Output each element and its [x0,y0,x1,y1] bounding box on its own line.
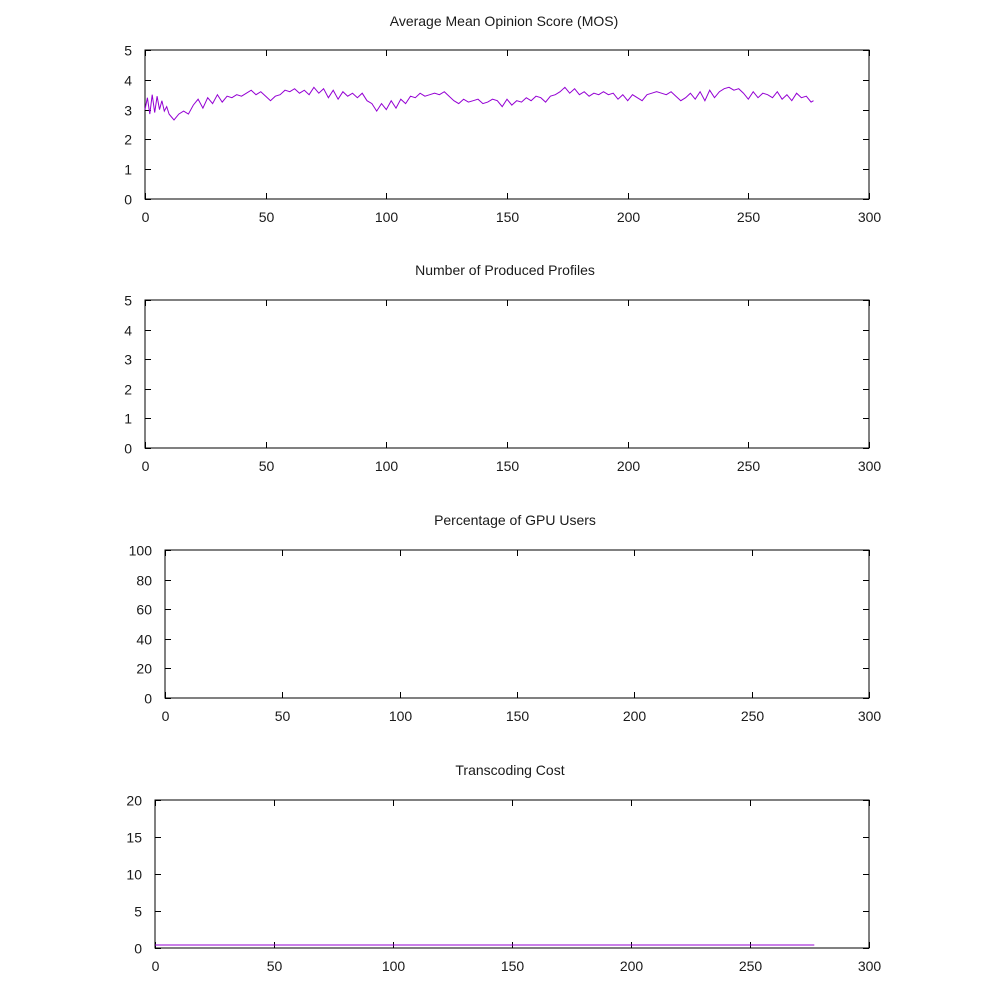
x-tick-label: 250 [739,958,763,974]
x-tick-label: 100 [389,708,413,724]
y-tick-label: 5 [124,43,132,59]
x-tick-label: 0 [162,708,170,724]
x-tick-label: 300 [858,958,882,974]
y-tick-label: 15 [126,830,142,846]
x-tick-label: 100 [382,958,406,974]
y-tick-label: 3 [124,352,132,368]
x-tick-label: 300 [858,458,882,474]
x-tick-label: 250 [737,458,761,474]
plot-frame [144,299,870,449]
x-tick-label: 200 [617,458,641,474]
y-tick-label: 60 [136,602,152,618]
x-tick-label: 100 [375,458,399,474]
panel-mos: Average Mean Opinion Score (MOS) 0 50 100 1… [124,13,881,225]
x-tick-label: 100 [375,209,399,225]
y-tick-label: 5 [134,904,142,920]
x-tick-label: 50 [267,958,283,974]
chart-title: Transcoding Cost [455,762,564,778]
y-tick-label: 0 [124,192,132,208]
y-tick-label: 20 [136,661,152,677]
x-tick-label: 150 [506,708,530,724]
x-tick-label: 300 [858,209,882,225]
x-tick-label: 150 [496,458,520,474]
x-tick-label: 150 [496,209,520,225]
x-tick-label: 200 [620,958,644,974]
plot-frame [144,49,870,200]
panel-produced-profiles: Number of Produced Profiles 0 50 100 150 200… [124,262,881,474]
y-tick-label: 1 [124,411,132,427]
x-tick-label: 250 [737,209,761,225]
x-tick-label: 0 [142,209,150,225]
x-tick-label: 200 [623,708,647,724]
x-tick-label: 50 [259,458,275,474]
x-tick-label: 300 [858,708,882,724]
y-tick-label: 20 [126,793,142,809]
y-tick-label: 10 [126,867,142,883]
y-tick-label: 5 [124,293,132,309]
chart-title: Number of Produced Profiles [415,262,595,278]
panel-gpu-users: Percentage of GPU Users 0 50 100 150 200 250 3… [129,512,882,724]
x-tick-label: 200 [617,209,641,225]
x-tick-label: 50 [259,209,275,225]
y-tick-label: 0 [124,441,132,457]
y-tick-label: 0 [134,941,142,957]
chart-title: Average Mean Opinion Score (MOS) [390,13,619,29]
y-tick-label: 2 [124,132,132,148]
y-tick-label: 1 [124,162,132,178]
series-line [144,86,814,121]
x-tick-label: 50 [275,708,291,724]
x-tick-label: 0 [152,958,160,974]
chart-title: Percentage of GPU Users [434,512,596,528]
y-tick-label: 3 [124,103,132,119]
y-tick-label: 0 [144,691,152,707]
plot-frame [164,549,870,699]
plot-frame [154,799,870,949]
y-tick-label: 80 [136,573,152,589]
x-tick-label: 0 [142,458,150,474]
x-tick-label: 250 [741,708,765,724]
panel-transcoding-cost: Transcoding Cost 0 50 100 150 200 250 300 0 5 10 1… [126,762,881,974]
y-tick-label: 40 [136,632,152,648]
x-tick-label: 150 [501,958,525,974]
y-tick-label: 2 [124,382,132,398]
y-tick-label: 4 [124,323,132,339]
y-tick-label: 100 [129,543,153,559]
y-tick-label: 4 [124,73,132,89]
